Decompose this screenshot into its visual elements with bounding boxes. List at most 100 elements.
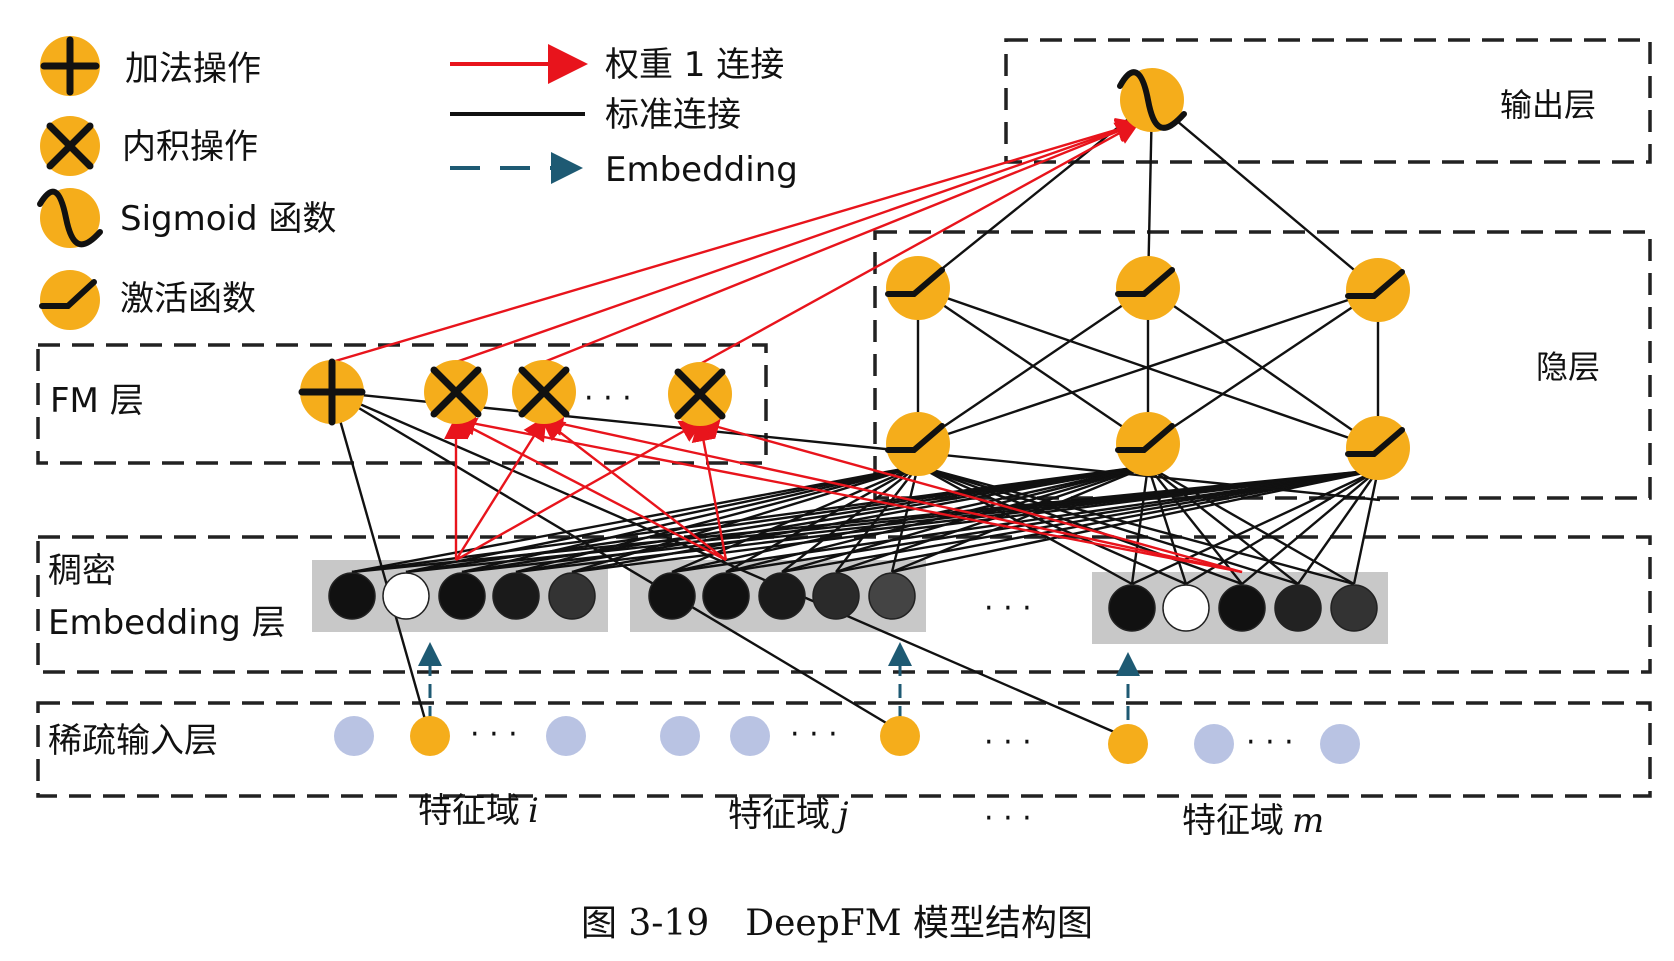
- legend-embedding-label: Embedding: [605, 150, 798, 190]
- sparse-input-layer-box: [36, 701, 1652, 798]
- hidden-embedding-link-1-2-1: [1146, 465, 1188, 585]
- output-hidden-link-0: [917, 99, 1153, 289]
- hidden-embedding-link-0-1-2: [781, 465, 919, 573]
- hidden-embedding-link-0-0-0: [351, 464, 919, 574]
- hidden-top-node-2: [1345, 258, 1410, 322]
- sigmoid-icon: [37, 188, 103, 248]
- hidden-embedding-link-1-2-2: [1147, 465, 1243, 585]
- fm-add-node: [298, 358, 366, 426]
- embedding-neuron-2-0: [1108, 584, 1156, 632]
- output-layer-label: 输出层: [1500, 86, 1596, 124]
- activation-icon: [39, 270, 100, 330]
- fm-output-link-2: [543, 120, 1141, 364]
- embedding-neuron-2-2: [1218, 584, 1266, 632]
- output-hidden-link-2: [1151, 99, 1379, 291]
- embedding-fm-link-0-1: [454, 415, 547, 561]
- embedding-fm-link-1-0: [451, 417, 727, 562]
- embedding-neuron-2-1: [1162, 584, 1210, 632]
- embedding-neuron-1-1: [702, 572, 750, 620]
- fm-layer-box: [36, 343, 768, 465]
- fm-output-link-0: [331, 117, 1141, 364]
- field-label-m: 特征域 m: [1182, 801, 1324, 841]
- embedding-neuron-0-2: [438, 572, 486, 620]
- embedding-ellipsis: · · ·: [984, 591, 1032, 626]
- legend: 加法操作 内积操作 Sigmoid 函数 激活函数 权重 1 连接 标准连接 E…: [37, 36, 798, 330]
- embedding-neuron-0-0: [328, 572, 376, 620]
- hidden-embedding-link-2-1-2: [781, 468, 1379, 574]
- output-layer-box: [1004, 38, 1652, 164]
- hidden-top-node-1: [1115, 256, 1180, 320]
- sparse-input-nodes: [334, 716, 1360, 764]
- fm-output-link-3: [699, 121, 1141, 366]
- sparse-ellipsis-4: · · ·: [1246, 725, 1294, 760]
- hidden-mesh-link-2-1: [1147, 289, 1379, 445]
- sparse-input-node-4: [730, 716, 770, 756]
- hidden-mesh-link-2-0: [917, 288, 1379, 446]
- hidden-embedding-link-2-2-2: [1241, 469, 1379, 585]
- hidden-mesh-link-1-0: [917, 287, 1149, 445]
- sparse-input-node-2: [546, 716, 586, 756]
- hidden-top-node-0: [885, 256, 950, 320]
- embedding-neuron-1-0: [648, 572, 696, 620]
- ellipses: · · · · · · · · · · · · · · · · · · · · …: [470, 381, 1294, 836]
- legend-weight1-label: 权重 1 连接: [605, 45, 784, 85]
- hidden-layer-label: 隐层: [1536, 348, 1600, 386]
- layer-labels: 输出层 隐层 FM 层 稠密 Embedding 层 稀疏输入层: [48, 86, 1600, 761]
- hidden-bottom-node-1: [1115, 412, 1180, 476]
- hidden-embedding-link-0-2-3: [917, 464, 1299, 586]
- hidden-bottom-node-2: [1345, 416, 1410, 480]
- sparse-ellipsis-1: · · ·: [470, 717, 518, 752]
- legend-inner-product-label: 内积操作: [122, 127, 258, 167]
- operation-nodes: [298, 68, 1410, 480]
- embedding-neuron-1-4: [868, 572, 916, 620]
- hidden-embedding-link-1-0-0: [351, 464, 1149, 574]
- hidden-embedding-link-2-2-3: [1297, 469, 1379, 585]
- dense-layer-label-line2: Embedding 层: [48, 603, 286, 643]
- sparse-layer-label: 稀疏输入层: [48, 721, 218, 761]
- embedding-neuron-2-3: [1274, 584, 1322, 632]
- hidden-embedding-link-2-1-3: [835, 468, 1379, 574]
- fm-inner-product-node-1: [512, 360, 576, 424]
- hidden-embedding-link-0-2-4: [917, 464, 1355, 586]
- sparse-input-node-5: [880, 716, 920, 756]
- add-sparse-link-i: [330, 391, 430, 731]
- field-labels: 特征域 i 特征域 j 特征域 m: [418, 791, 1324, 841]
- embedding-neuron-0-4: [548, 572, 596, 620]
- sparse-ellipsis-2: · · ·: [790, 717, 838, 752]
- legend-sigmoid-label: Sigmoid 函数: [120, 199, 336, 239]
- add-sparse-link-m: [331, 390, 1129, 740]
- embedding-neuron-2-4: [1330, 584, 1378, 632]
- sparse-input-node-7: [1194, 724, 1234, 764]
- sparse-input-node-6: [1108, 724, 1148, 764]
- fm-inner-product-node-0: [424, 360, 488, 424]
- weight1-links: [331, 117, 1243, 574]
- sparse-input-node-1: [410, 716, 450, 756]
- sparse-ellipsis-3: · · ·: [984, 725, 1032, 760]
- add-sparse-link-j: [331, 390, 899, 732]
- embedding-neurons: [328, 572, 1378, 632]
- hidden-embedding-link-1-2-3: [1147, 465, 1299, 585]
- embedding-fm-link-2-1: [539, 412, 1243, 574]
- embedding-neuron-1-2: [758, 572, 806, 620]
- hidden-bottom-node-0: [885, 412, 950, 476]
- embedding-neuron-1-3: [812, 572, 860, 620]
- fm-output-link-1: [455, 119, 1141, 364]
- plus-icon: [40, 36, 100, 96]
- hidden-embedding-link-2-1-1: [725, 468, 1379, 574]
- field-ellipsis: · · ·: [984, 801, 1032, 836]
- output-sigmoid-node: [1117, 68, 1187, 132]
- field-label-j: 特征域 j: [728, 795, 849, 835]
- dense-embedding-layer-box: [36, 535, 1652, 674]
- legend-activation-label: 激活函数: [120, 279, 256, 319]
- figure-caption: 图 3-19 DeepFM 模型结构图: [581, 903, 1093, 944]
- field-label-i: 特征域 i: [418, 791, 539, 831]
- fm-layer-label: FM 层: [50, 381, 144, 421]
- embedding-fm-link-2-0: [451, 411, 1243, 574]
- legend-standard-label: 标准连接: [605, 95, 741, 135]
- hidden-embedding-link-1-2-4: [1147, 464, 1355, 586]
- embedding-neuron-0-1: [382, 572, 430, 620]
- cross-icon: [40, 116, 100, 176]
- sparse-input-node-3: [660, 716, 700, 756]
- hidden-embedding-link-1-2-0: [1130, 465, 1150, 585]
- legend-add-label: 加法操作: [125, 49, 261, 89]
